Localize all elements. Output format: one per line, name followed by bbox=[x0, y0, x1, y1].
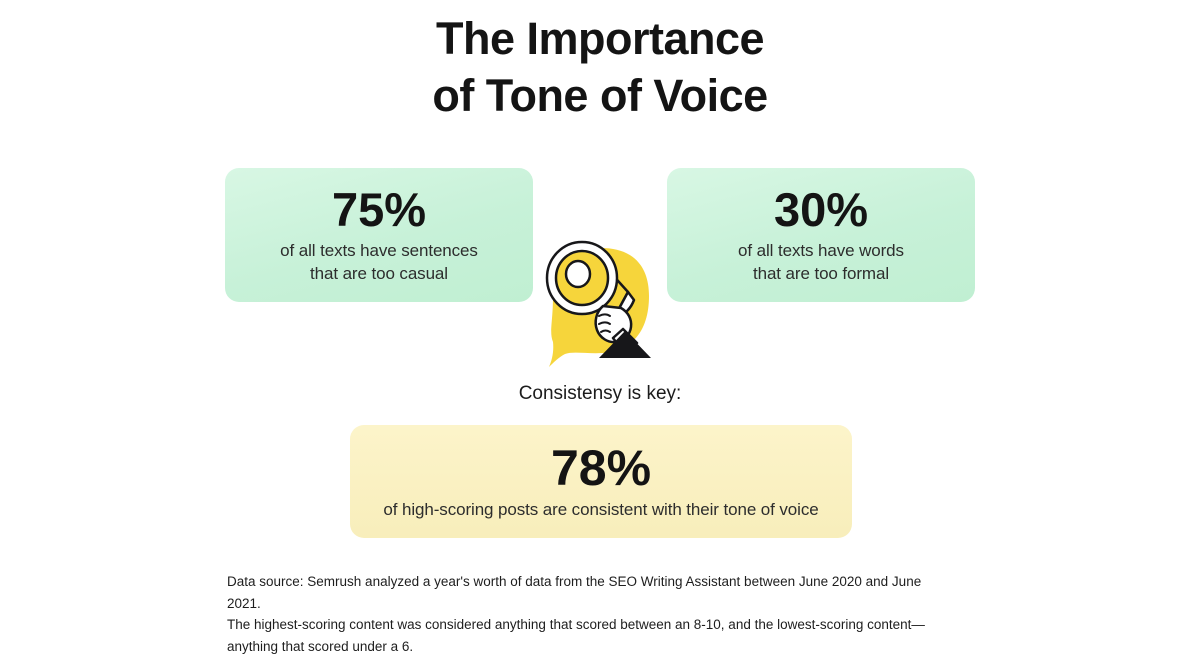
stat-value-consistency: 78% bbox=[551, 442, 651, 494]
stat-description-formal: of all texts have words that are too for… bbox=[738, 239, 904, 285]
stat-description-formal-line2: that are too formal bbox=[738, 262, 904, 285]
stat-value-formal: 30% bbox=[774, 185, 868, 235]
stat-card-too-formal: 30% of all texts have words that are too… bbox=[667, 168, 975, 302]
stat-description-consistency: of high-scoring posts are consistent wit… bbox=[383, 498, 818, 521]
stat-card-too-casual: 75% of all texts have sentences that are… bbox=[225, 168, 533, 302]
data-source-note-line3: anything that scored under a 6. bbox=[227, 636, 957, 657]
stat-description-casual-line2: that are too casual bbox=[280, 262, 478, 285]
stat-description-casual: of all texts have sentences that are too… bbox=[280, 239, 478, 285]
megaphone-icon bbox=[541, 236, 661, 378]
page-title: The Importance of Tone of Voice bbox=[0, 10, 1200, 124]
stat-value-casual: 75% bbox=[332, 185, 426, 235]
consistency-heading: Consistensy is key: bbox=[0, 382, 1200, 406]
data-source-note: Data source: Semrush analyzed a year's w… bbox=[227, 571, 957, 657]
page-title-line2: of Tone of Voice bbox=[0, 67, 1200, 124]
data-source-note-line2: The highest-scoring content was consider… bbox=[227, 614, 957, 636]
stat-card-consistency: 78% of high-scoring posts are consistent… bbox=[350, 425, 852, 538]
stat-description-casual-line1: of all texts have sentences bbox=[280, 239, 478, 262]
page-title-line1: The Importance bbox=[0, 10, 1200, 67]
data-source-note-line1: Data source: Semrush analyzed a year's w… bbox=[227, 571, 957, 614]
stat-description-formal-line1: of all texts have words bbox=[738, 239, 904, 262]
